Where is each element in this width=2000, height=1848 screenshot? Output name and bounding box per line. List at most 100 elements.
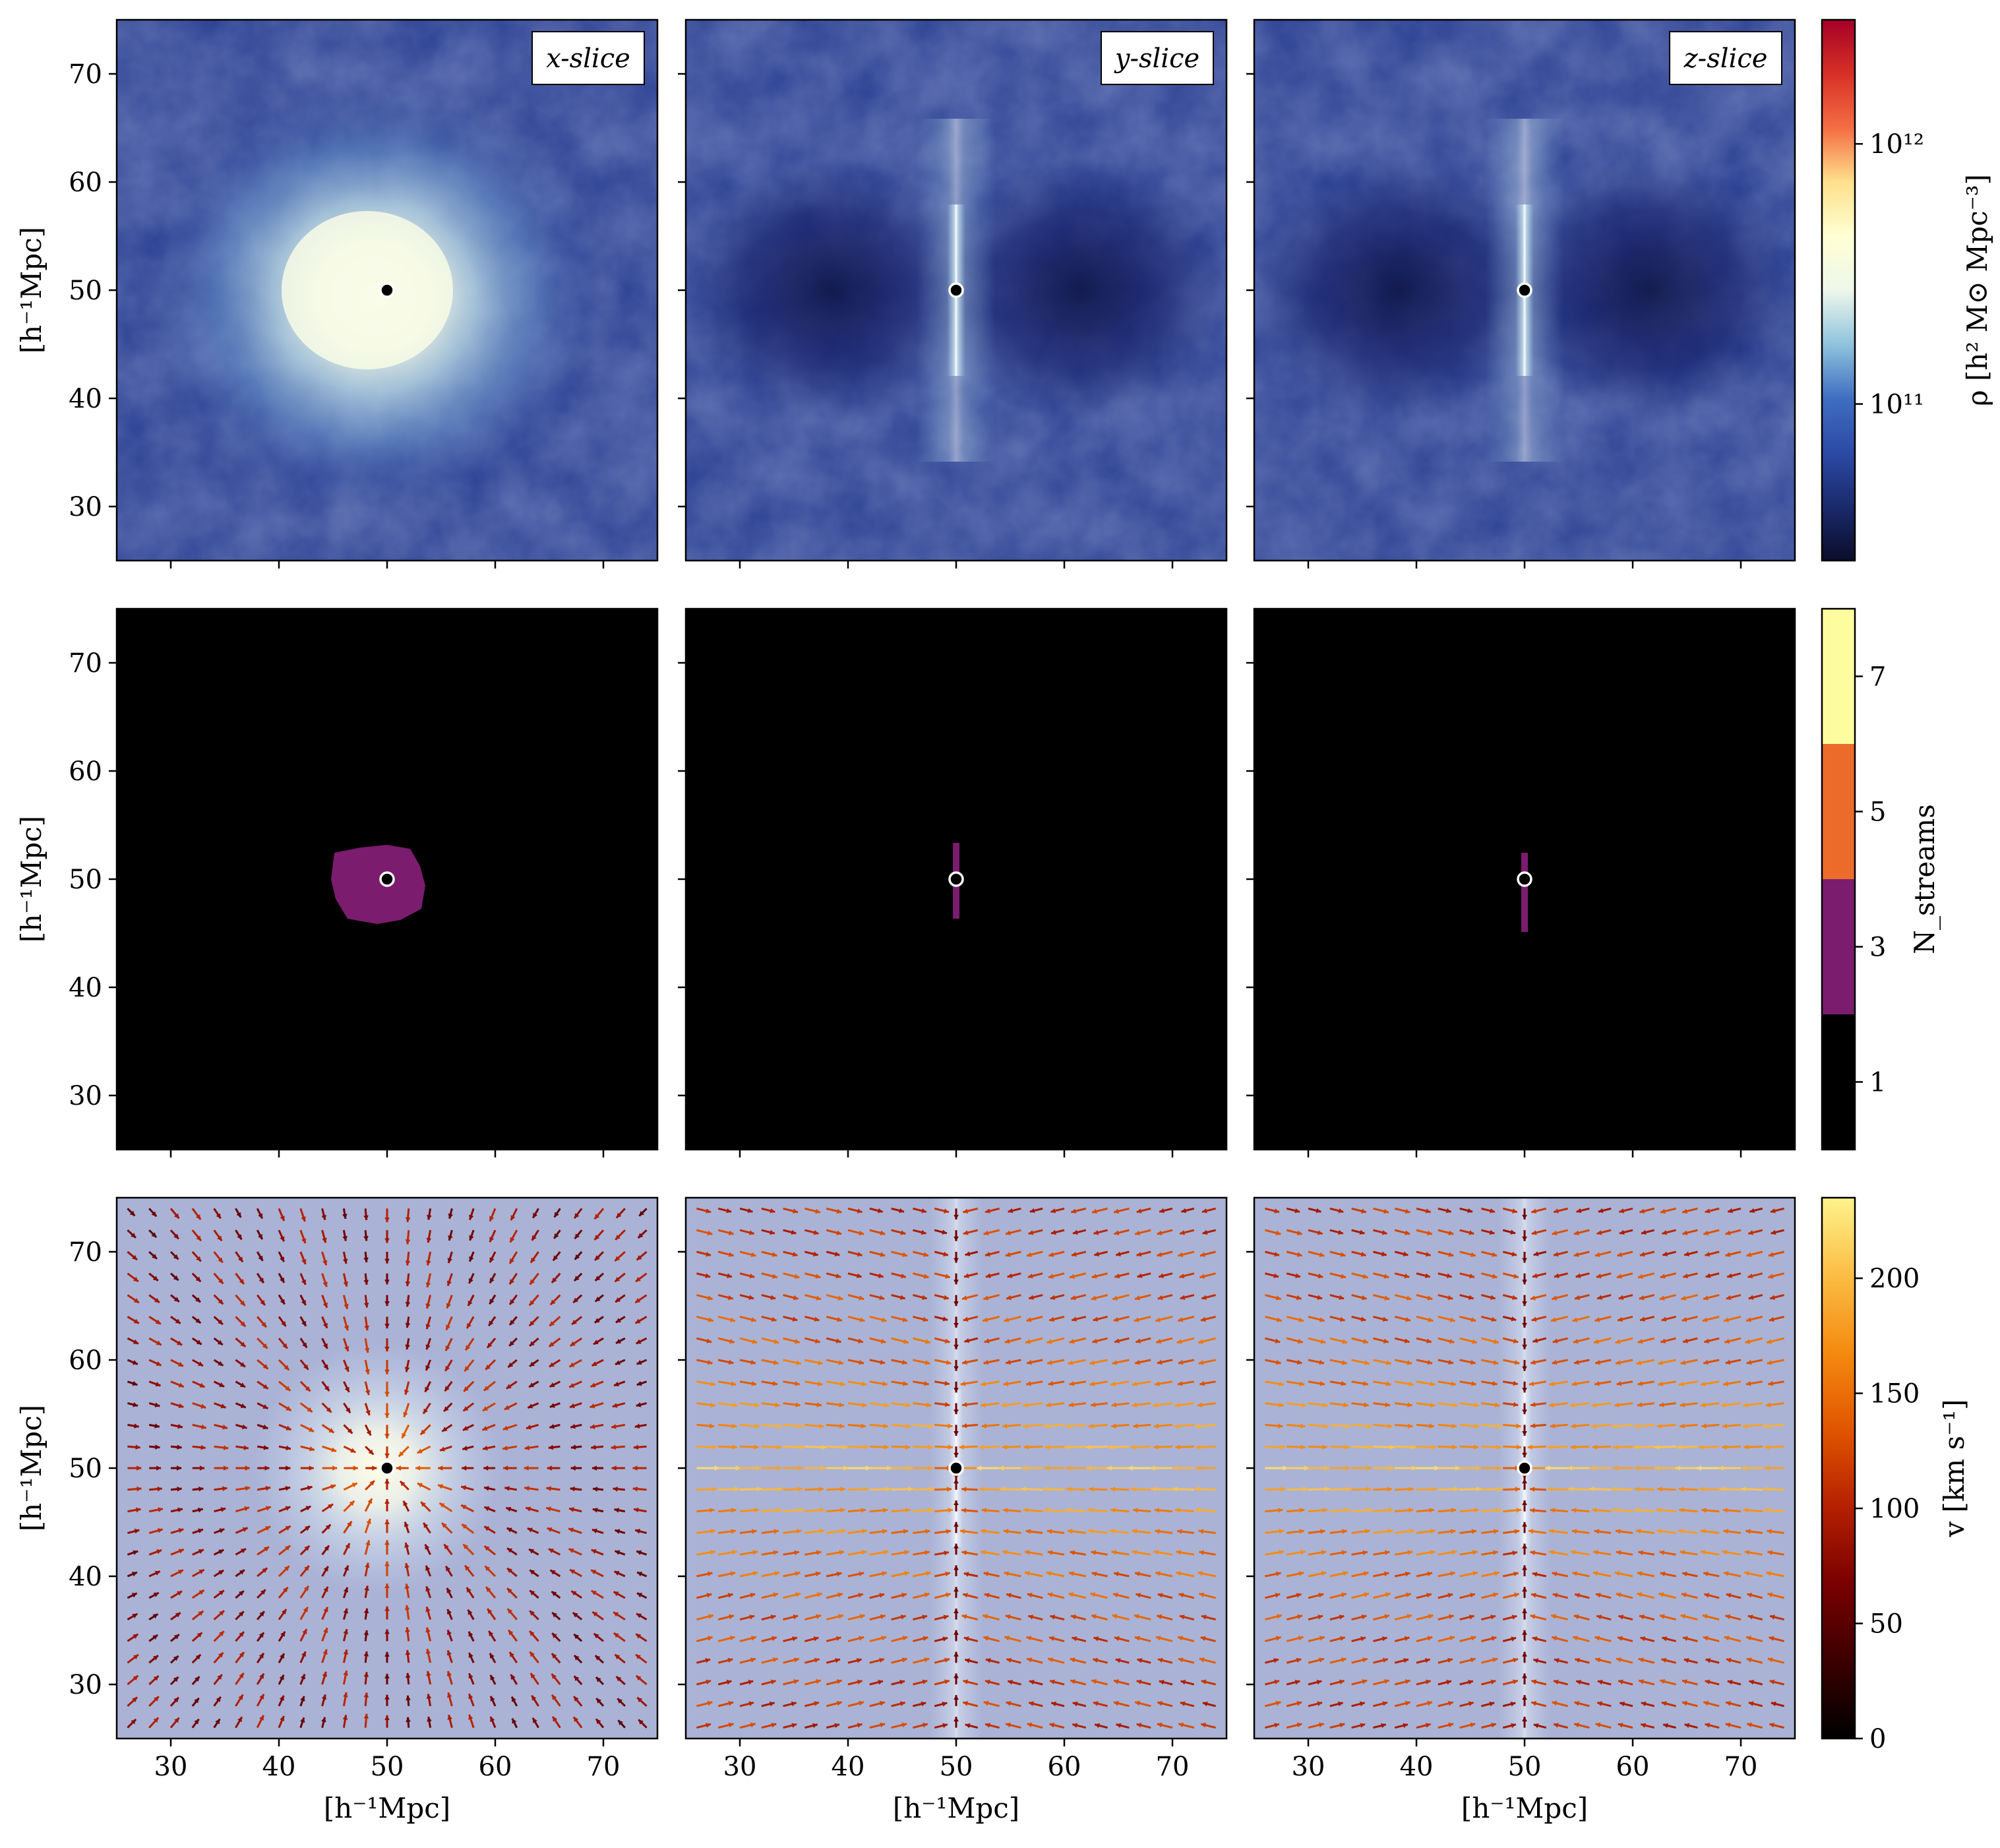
velocity-arrow — [1459, 1337, 1478, 1344]
velocity-arrow — [804, 1592, 822, 1599]
velocity-arrow — [611, 1444, 625, 1450]
velocity-arrow — [1179, 1272, 1195, 1279]
velocity-arrow — [1069, 1380, 1087, 1386]
velocity-arrow — [1329, 1722, 1345, 1729]
velocity-arrow — [1110, 1487, 1130, 1492]
velocity-arrow — [1576, 1207, 1590, 1214]
velocity-arrow — [636, 1250, 648, 1261]
velocity-arrow — [529, 1569, 539, 1578]
velocity-arrow — [524, 1465, 539, 1471]
velocity-arrow — [1029, 1679, 1043, 1686]
velocity-arrow — [1438, 1722, 1454, 1729]
velocity-arrow — [632, 1486, 647, 1492]
velocity-arrow — [985, 1658, 1000, 1664]
velocity-arrow — [321, 1316, 328, 1329]
velocity-arrow — [444, 1565, 453, 1577]
velocity-arrow — [847, 1723, 863, 1729]
velocity-arrow — [425, 1273, 432, 1288]
velocity-arrow — [696, 1465, 719, 1471]
halo-center-marker — [948, 282, 964, 298]
velocity-arrow — [171, 1465, 182, 1471]
velocity-arrow — [1044, 1507, 1065, 1513]
velocity-arrow — [1700, 1380, 1720, 1387]
velocity-arrow — [593, 1316, 604, 1324]
velocity-arrow — [1132, 1528, 1151, 1534]
velocity-arrow — [1308, 1465, 1329, 1471]
velocity-arrow — [1072, 1701, 1087, 1708]
velocity-arrow — [1287, 1508, 1305, 1513]
velocity-arrow — [1416, 1250, 1431, 1257]
velocity-arrow — [847, 1337, 864, 1343]
velocity-arrow — [1678, 1528, 1698, 1534]
velocity-arrow — [634, 1529, 647, 1534]
velocity-arrow — [998, 1465, 1021, 1471]
velocity-arrow — [614, 1250, 626, 1262]
velocity-arrow — [804, 1272, 821, 1279]
velocity-arrow — [962, 1593, 979, 1599]
velocity-arrow — [1597, 1679, 1612, 1686]
velocity-arrow — [1070, 1294, 1087, 1301]
velocity-arrow — [1046, 1359, 1065, 1365]
velocity-arrow — [427, 1208, 432, 1220]
velocity-arrow — [961, 1423, 978, 1429]
velocity-arrow — [1395, 1465, 1417, 1471]
velocity-arrow — [1548, 1487, 1568, 1492]
velocity-arrow — [169, 1208, 180, 1219]
velocity-arrow — [384, 1316, 390, 1329]
velocity-arrow — [505, 1506, 518, 1513]
velocity-arrow — [384, 1479, 390, 1490]
velocity-arrow — [1532, 1658, 1547, 1664]
velocity-arrow — [427, 1716, 432, 1728]
velocity-arrow — [483, 1506, 496, 1512]
velocity-arrow — [1676, 1444, 1698, 1450]
velocity-arrow — [502, 1423, 518, 1431]
velocity-arrow — [1700, 1528, 1720, 1534]
velocity-arrow — [191, 1610, 204, 1620]
velocity-arrow — [826, 1723, 840, 1729]
velocity-arrow — [847, 1528, 867, 1534]
velocity-arrow — [761, 1615, 776, 1621]
velocity-arrow — [1023, 1423, 1043, 1429]
velocity-arrow — [869, 1250, 886, 1257]
velocity-arrow — [1134, 1614, 1151, 1621]
velocity-arrow — [1265, 1444, 1285, 1450]
velocity-arrow — [1718, 1465, 1741, 1471]
x-tick-label: 60 — [1616, 1752, 1650, 1782]
y-tick-label: 50 — [69, 1454, 102, 1484]
velocity-arrow — [1683, 1250, 1698, 1257]
velocity-arrow — [299, 1273, 307, 1285]
velocity-arrow — [638, 1719, 648, 1729]
velocity-arrow — [425, 1316, 432, 1330]
velocity-arrow — [934, 1615, 949, 1621]
velocity-arrow — [1159, 1679, 1173, 1686]
velocity-arrow — [192, 1486, 204, 1492]
velocity-arrow — [1481, 1423, 1502, 1429]
velocity-arrow — [1571, 1380, 1590, 1386]
velocity-arrow — [462, 1465, 474, 1471]
velocity-arrow — [127, 1229, 136, 1239]
velocity-arrow — [891, 1402, 911, 1408]
velocity-arrow — [1373, 1528, 1393, 1534]
velocity-arrow — [954, 1208, 959, 1220]
velocity-arrow — [983, 1229, 1000, 1236]
velocity-arrow — [1157, 1593, 1173, 1599]
velocity-arrow — [1004, 1315, 1021, 1322]
velocity-arrow — [1572, 1571, 1590, 1578]
velocity-arrow — [1329, 1465, 1350, 1471]
velocity-arrow — [1136, 1593, 1151, 1599]
velocity-arrow — [1657, 1359, 1676, 1366]
velocity-arrow — [1503, 1508, 1522, 1513]
velocity-arrow — [1591, 1423, 1612, 1429]
velocity-arrow — [1265, 1571, 1281, 1578]
y-tick-label: 70 — [69, 1237, 102, 1268]
velocity-arrow — [1662, 1723, 1676, 1729]
velocity-arrow — [1438, 1229, 1454, 1236]
velocity-arrow — [696, 1207, 712, 1214]
velocity-arrow — [593, 1250, 605, 1262]
velocity-arrow — [826, 1359, 844, 1365]
velocity-arrow — [1351, 1207, 1367, 1214]
velocity-arrow — [468, 1693, 475, 1707]
velocity-arrow — [1005, 1229, 1021, 1236]
velocity-arrow — [1522, 1208, 1527, 1220]
velocity-arrow — [1005, 1614, 1021, 1621]
